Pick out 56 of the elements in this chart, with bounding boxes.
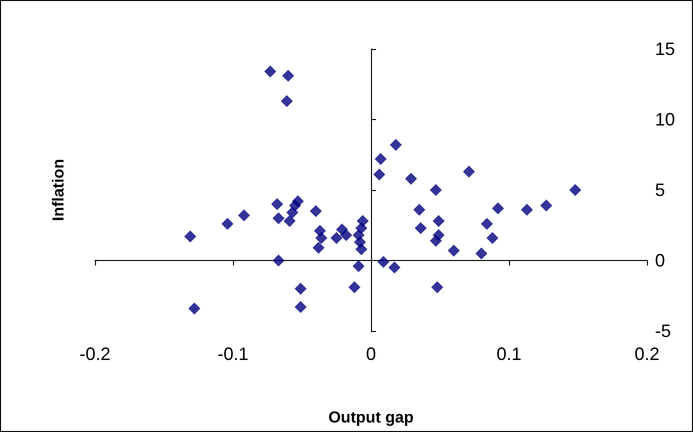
point <box>388 262 400 274</box>
point <box>377 256 390 268</box>
point <box>184 230 196 243</box>
point <box>569 184 582 196</box>
point <box>356 215 369 228</box>
point <box>272 212 285 224</box>
x-tick-label: 0 <box>366 344 376 364</box>
point <box>432 215 445 228</box>
point <box>294 301 307 314</box>
point <box>340 229 352 242</box>
point <box>480 218 493 230</box>
point <box>280 95 293 108</box>
point <box>310 205 322 218</box>
x-axis-title: Output gap <box>328 410 414 426</box>
point <box>292 195 304 208</box>
x-tick-label: -0.1 <box>217 344 249 364</box>
point <box>431 281 444 294</box>
y-axis-title: Inflation <box>50 158 68 222</box>
point <box>462 166 475 178</box>
y-tick-label: 15 <box>655 39 676 59</box>
x-tick-label: 0.2 <box>634 344 660 364</box>
point <box>475 247 488 260</box>
point <box>315 232 328 244</box>
y-tick-label: 5 <box>655 180 666 200</box>
point <box>540 200 552 212</box>
point <box>374 152 387 165</box>
point <box>390 138 402 151</box>
point <box>330 232 342 244</box>
point <box>352 260 365 272</box>
point <box>312 242 325 254</box>
point <box>221 218 234 230</box>
point <box>405 172 418 185</box>
point <box>520 204 533 216</box>
y-tick-label: 10 <box>655 110 676 130</box>
x-tick-label: -0.2 <box>79 344 111 364</box>
x-tick-label: 0.1 <box>496 344 522 364</box>
point <box>284 215 296 228</box>
y-tick-label: 0 <box>655 250 666 270</box>
point <box>238 209 250 222</box>
point <box>294 282 307 295</box>
point <box>492 202 504 214</box>
point <box>348 281 360 294</box>
point <box>272 254 285 266</box>
point <box>271 198 284 210</box>
point <box>373 168 386 180</box>
point <box>355 243 368 256</box>
point <box>264 66 276 78</box>
point <box>188 302 200 314</box>
point <box>430 184 442 196</box>
y-tick-label: -5 <box>655 321 672 341</box>
point <box>413 204 426 216</box>
point <box>414 222 427 234</box>
point <box>448 244 460 257</box>
point <box>486 232 498 244</box>
point <box>282 70 294 82</box>
point <box>430 234 442 247</box>
